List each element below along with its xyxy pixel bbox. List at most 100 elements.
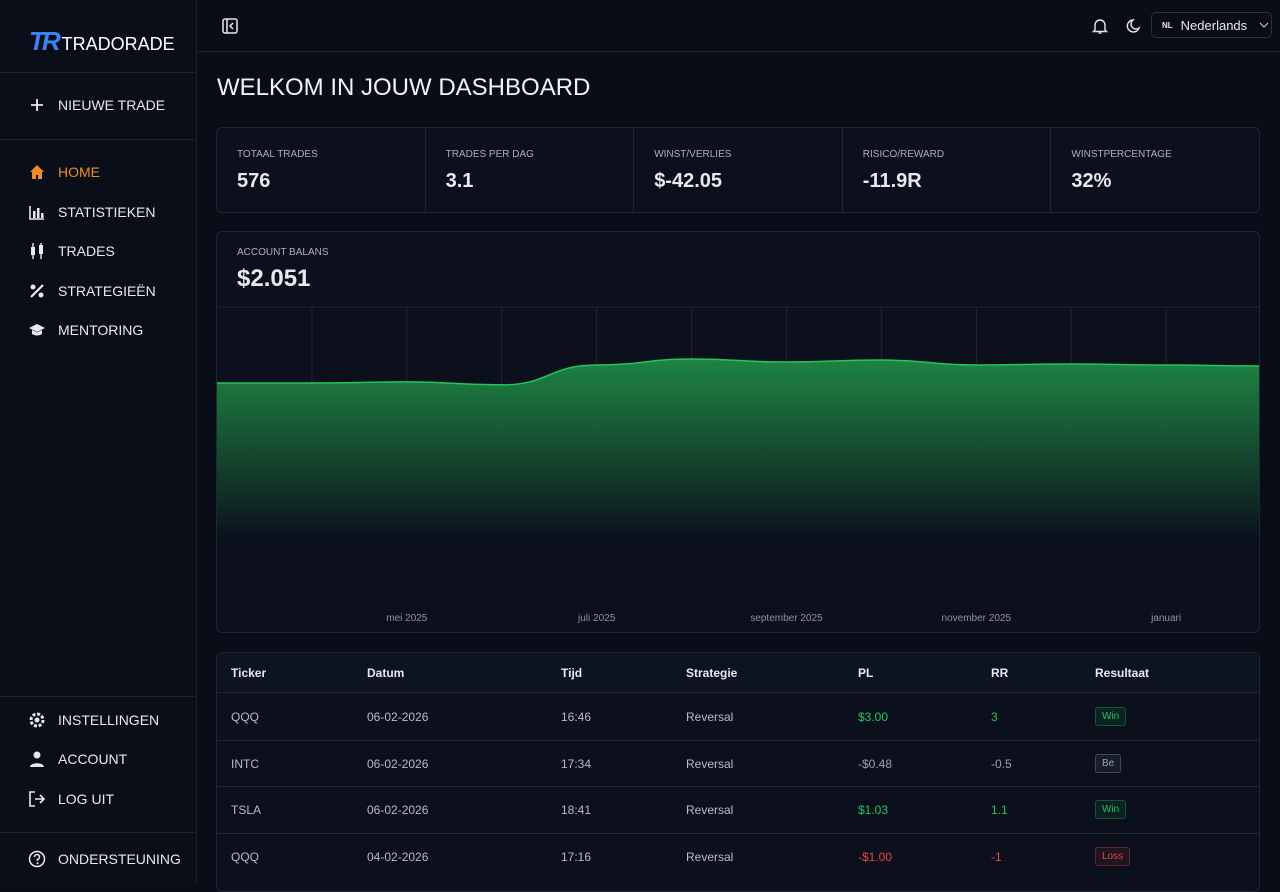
nav-item[interactable]: MENTORING	[28, 321, 143, 339]
cell: 06-02-2026	[367, 710, 429, 724]
chart: mei 2025 juli 2025 september 2025 november …	[217, 306, 1259, 624]
stat: WINST/VERLIES $-42.05	[633, 128, 842, 212]
cell: QQQ	[231, 710, 260, 724]
new-trade[interactable]: NIEUWE TRADE	[28, 96, 165, 114]
row-divider	[217, 739, 1259, 741]
topbar: NL Nederlands	[197, 0, 1280, 52]
sidebar: TR TRADORADE NIEUWE TRADE HOME STATISTIE…	[0, 0, 197, 882]
stat: TOTAAL TRADES 576	[217, 128, 425, 212]
cell: $1.03	[858, 803, 889, 818]
cell: 06-02-2026	[367, 803, 429, 818]
column-header: Resultaat	[1095, 666, 1150, 680]
result-badge: Loss	[1095, 847, 1131, 867]
cell: 3	[991, 710, 998, 724]
label: TRADES	[58, 243, 115, 259]
x-tick-label: juli 2025	[577, 613, 616, 624]
label: NIEUWE TRADE	[58, 97, 166, 113]
column-header: RR	[991, 666, 1009, 680]
label: INSTELLINGEN	[58, 712, 160, 728]
cell: 17:34	[561, 756, 592, 771]
column-header: PL	[858, 666, 874, 680]
language-select[interactable]: NL Nederlands	[1151, 12, 1272, 38]
nav-item[interactable]: STATISTIEKEN	[28, 203, 156, 221]
lang-code: NL	[1162, 20, 1173, 30]
logo[interactable]: TR TRADORADE	[29, 26, 175, 57]
theme-toggle[interactable]	[1126, 18, 1142, 34]
cell: 18:41	[561, 803, 592, 818]
column-header: Tijd	[561, 666, 583, 680]
nav-item[interactable]: LOG UIT	[28, 790, 114, 808]
stat-label: WINST/VERLIES	[654, 149, 732, 160]
column-header: Ticker	[231, 666, 267, 680]
cell: $3.00	[858, 710, 889, 724]
sidebar-toggle[interactable]	[222, 18, 238, 34]
table-header	[217, 653, 1259, 693]
logo-mark: TR	[29, 26, 61, 56]
label: HOME	[58, 164, 100, 180]
notifications[interactable]	[1092, 17, 1108, 35]
result-badge: Be	[1095, 753, 1122, 773]
cell: Reversal	[686, 756, 734, 771]
cell: Reversal	[686, 803, 734, 818]
column-header: Datum	[367, 666, 405, 680]
area	[217, 359, 1259, 601]
cell: 17:16	[561, 850, 592, 865]
cell: 06-02-2026	[367, 756, 429, 771]
nav-item[interactable]: INSTELLINGEN	[28, 711, 159, 729]
line	[217, 358, 1259, 386]
nav-item[interactable]: ACCOUNT	[28, 750, 127, 768]
cell: TSLA	[231, 803, 262, 818]
cell: -0.5	[991, 756, 1012, 771]
cell: -$0.48	[858, 756, 893, 771]
balance-label: ACCOUNT BALANS	[237, 247, 329, 258]
x-tick-label: september 2025	[750, 613, 823, 624]
column-header: Strategie	[686, 666, 738, 680]
cell: QQQ	[231, 850, 260, 865]
row-divider	[217, 833, 1259, 835]
cell: 04-02-2026	[367, 850, 429, 865]
stats: TOTAAL TRADES 576 TRADES PER DAG 3.1 WINST/V…	[216, 127, 1260, 213]
stat-label: RISICO/REWARD	[862, 149, 945, 160]
label: ACCOUNT	[58, 751, 128, 767]
result-badge: Win	[1095, 800, 1127, 820]
trades-table: Ticker Datum Tijd Strategie PL RR Resultaat QQQ…	[216, 652, 1260, 892]
cell: INTC	[231, 756, 259, 771]
stat: RISICO/REWARD -11.9R	[841, 128, 1051, 212]
x-tick-label: november 2025	[942, 613, 1012, 624]
cell: -1	[991, 850, 1002, 865]
stat-value: $-42.05	[654, 170, 723, 192]
label: ONDERSTEUNING	[58, 851, 181, 867]
cell: -$1.00	[858, 850, 893, 865]
label: MENTORING	[58, 322, 144, 338]
cell: Reversal	[686, 850, 734, 865]
cell: 16:46	[561, 710, 592, 724]
nav-item[interactable]: TRADES	[28, 242, 115, 260]
balance-card: ACCOUNT BALANS $2.051 mei 2025 juli 2025 s…	[216, 231, 1260, 633]
page-title: WELKOM IN JOUW DASHBOARD	[217, 74, 591, 101]
stat-label: WINSTPERCENTAGE	[1071, 149, 1172, 160]
x-tick-label: januari	[1150, 613, 1181, 624]
label: LOG UIT	[58, 791, 115, 807]
nav-item[interactable]: STRATEGIEËN	[28, 282, 156, 300]
stat-value: -11.9R	[862, 170, 922, 192]
cell: Reversal	[686, 710, 734, 724]
row-divider	[217, 786, 1259, 788]
stat-label: TOTAAL TRADES	[237, 149, 318, 160]
label: STATISTIEKEN	[58, 204, 156, 220]
cell: 1.1	[991, 803, 1008, 818]
nav-item[interactable]: HOME	[28, 163, 100, 181]
result-badge: Win	[1095, 707, 1127, 726]
label: STRATEGIEËN	[58, 283, 156, 299]
x-tick-label: mei 2025	[386, 613, 428, 624]
stat-value: 3.1	[445, 170, 474, 192]
stat: WINSTPERCENTAGE 32%	[1050, 128, 1259, 212]
stat-label: TRADES PER DAG	[445, 149, 534, 160]
logo-name: TRADORADE	[61, 34, 175, 54]
chevron	[1259, 22, 1269, 28]
stat-value: 32%	[1071, 170, 1112, 192]
support[interactable]: ONDERSTEUNING	[28, 850, 181, 868]
stat: TRADES PER DAG 3.1	[424, 128, 634, 212]
balance-value: $2.051	[237, 265, 311, 292]
stat-value: 576	[237, 170, 271, 192]
